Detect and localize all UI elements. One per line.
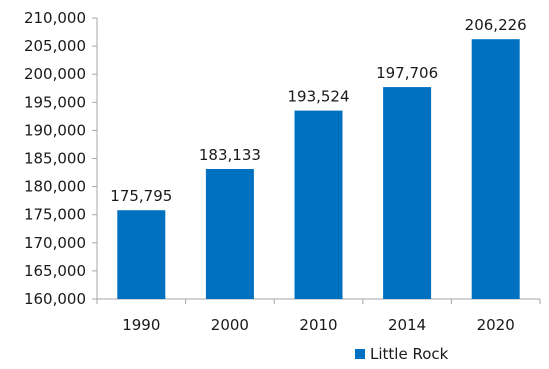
data-label-2010: 193,524 <box>287 88 349 106</box>
y-tick-label: 165,000 <box>24 262 86 280</box>
legend-swatch <box>355 349 365 359</box>
bar-2010[interactable] <box>294 110 343 299</box>
legend-label: Little Rock <box>370 345 449 363</box>
bar-2014[interactable] <box>383 87 432 299</box>
bar-2000[interactable] <box>205 168 254 299</box>
y-tick-label: 190,000 <box>24 121 86 139</box>
y-tick-label: 160,000 <box>24 290 86 308</box>
y-tick-label: 205,000 <box>24 37 86 55</box>
legend[interactable]: Little Rock <box>355 345 449 363</box>
x-axis: 1990 2000 2010 2014 2020 <box>96 298 541 334</box>
data-label-2014: 197,706 <box>376 64 438 82</box>
x-tick-label: 1990 <box>122 316 160 334</box>
x-tick-label: 2020 <box>477 316 515 334</box>
data-label-2020: 206,226 <box>465 16 527 34</box>
y-axis: 160,000 165,000 170,000 175,000 180,000 185,0… <box>24 9 98 308</box>
data-labels: 175,795 183,133 193,524 197,706 206,226 <box>110 16 526 205</box>
y-tick-label: 200,000 <box>24 65 86 83</box>
data-label-2000: 183,133 <box>199 146 261 164</box>
x-tick-label: 2014 <box>388 316 426 334</box>
y-tick-label: 195,000 <box>24 93 86 111</box>
y-tick-label: 180,000 <box>24 178 86 196</box>
y-tick-label: 170,000 <box>24 234 86 252</box>
data-label-1990: 175,795 <box>110 187 172 205</box>
bar-series <box>117 39 520 300</box>
x-tick-label: 2010 <box>299 316 337 334</box>
bar-1990[interactable] <box>117 210 166 299</box>
bar-2020[interactable] <box>471 39 520 300</box>
x-tick-label: 2000 <box>211 316 249 334</box>
y-tick-label: 210,000 <box>24 9 86 27</box>
y-tick-label: 175,000 <box>24 206 86 224</box>
y-tick-label: 185,000 <box>24 150 86 168</box>
